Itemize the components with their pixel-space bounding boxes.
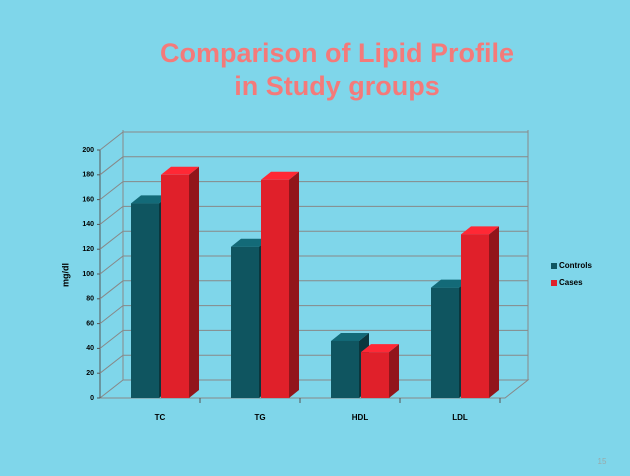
bar-top	[331, 332, 369, 341]
y-tick-label: 160	[82, 196, 94, 203]
grid-line	[99, 305, 528, 324]
bar-front	[361, 352, 389, 398]
bar-front	[431, 287, 459, 398]
bar	[361, 344, 399, 398]
grid-line	[99, 131, 528, 151]
bar-front	[231, 246, 259, 398]
bar-top	[261, 171, 299, 180]
y-tick-label: 180	[82, 172, 94, 179]
y-tick-label: 200	[82, 147, 94, 154]
y-tick-label: 80	[86, 296, 94, 303]
bar-top	[131, 195, 169, 204]
grid-line	[99, 255, 528, 275]
grid-line	[99, 329, 528, 349]
legend-swatch	[551, 263, 557, 269]
bar-side	[389, 344, 399, 398]
y-tick-label: 0	[90, 395, 94, 402]
bar-side	[189, 166, 199, 398]
y-tick-label: 40	[86, 345, 94, 352]
title-line: in Study groups	[234, 71, 440, 101]
grid-line	[99, 156, 528, 176]
bar-front	[461, 234, 489, 398]
bar	[161, 166, 199, 398]
grid-line	[99, 181, 528, 200]
bar-top	[231, 238, 269, 247]
x-tick-label: HDL	[352, 413, 369, 422]
title-line: Comparison of Lipid Profile	[160, 38, 514, 68]
x-tick-label: TG	[254, 413, 265, 422]
bar-top	[431, 279, 469, 288]
bar-top	[461, 226, 499, 235]
bar-front	[161, 174, 189, 398]
bar-front	[331, 340, 359, 398]
page-number: 15	[598, 457, 607, 466]
bar	[461, 226, 499, 398]
x-tick-label: TC	[155, 413, 166, 422]
y-tick-label: 140	[82, 221, 94, 228]
grid-line	[99, 280, 528, 300]
y-tick-label: 20	[86, 370, 94, 377]
bar-front	[261, 179, 289, 398]
grid-line	[99, 205, 528, 225]
bar-front	[131, 203, 159, 398]
legend-swatch	[551, 280, 557, 286]
y-tick-label: 100	[82, 271, 94, 278]
bar-top	[161, 166, 199, 175]
grid-line	[99, 230, 528, 250]
y-tick-label: 60	[86, 320, 94, 327]
x-tick-label: LDL	[452, 413, 468, 422]
bar-side	[489, 226, 499, 398]
legend-label: Controls	[559, 261, 592, 270]
y-tick-label: 120	[82, 246, 94, 253]
bar-side	[289, 171, 299, 398]
bar	[261, 171, 299, 398]
legend-label: Cases	[559, 278, 583, 287]
y-axis-label: mg/dl	[60, 263, 70, 287]
bar-top	[361, 344, 399, 353]
